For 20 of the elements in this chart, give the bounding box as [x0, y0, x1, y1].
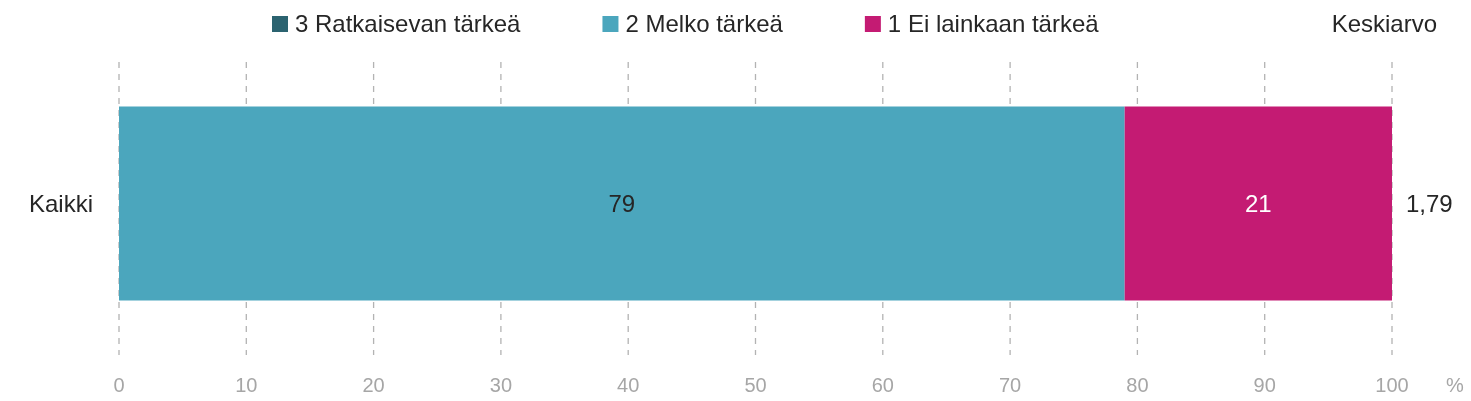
y-tick-label: Kaikki	[28, 189, 93, 217]
data-label: 79	[608, 189, 636, 217]
x-tick-label: 20	[362, 374, 385, 396]
text: 1,79	[1406, 189, 1453, 217]
data-label: 21	[1244, 189, 1272, 217]
legend-label: 3 Ratkaisevan tärkeä	[295, 10, 522, 38]
text: Keskiarvo	[1331, 10, 1437, 38]
x-tick-label: 60	[871, 374, 894, 396]
x-tick-label: 40	[617, 374, 640, 396]
legend-label: 1 Ei lainkaan tärkeä	[887, 10, 1100, 38]
x-tick-label: 10	[235, 374, 258, 396]
x-tick-label: 90	[1253, 374, 1276, 396]
x-tick-label: 50	[744, 374, 767, 396]
legend-label: 2 Melko tärkeä	[625, 10, 784, 38]
x-tick-label: 70	[998, 374, 1022, 396]
x-tick-label: 30	[489, 374, 513, 396]
x-tick-label: 100	[1375, 374, 1409, 396]
x-tick-label: 80	[1126, 374, 1149, 396]
x-tick-label: 0	[113, 374, 125, 396]
x-axis-title: %	[1446, 374, 1465, 396]
